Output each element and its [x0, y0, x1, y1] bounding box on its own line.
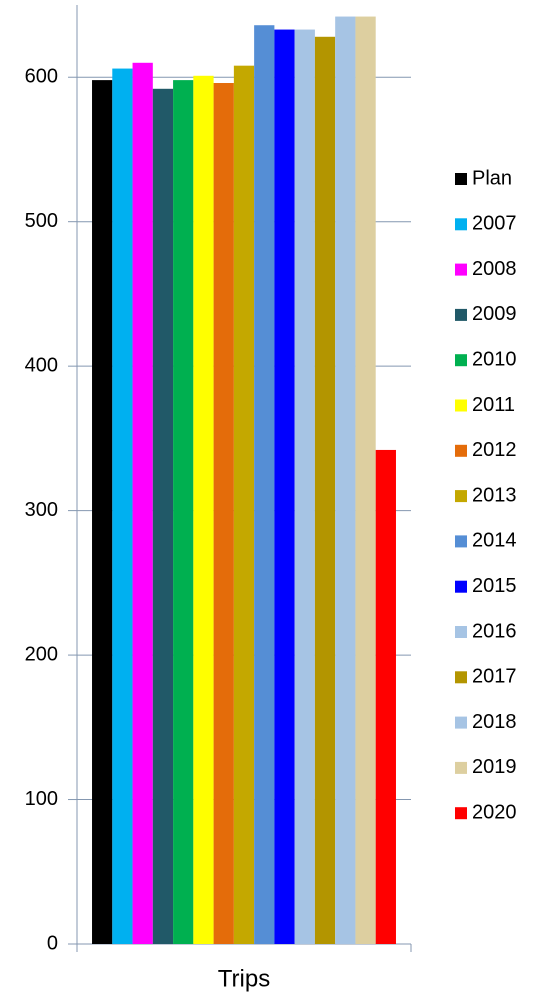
legend-label: 2009 [472, 303, 517, 325]
bar [213, 83, 234, 945]
legend-swatch [455, 580, 467, 593]
bar [254, 25, 275, 945]
legend-swatch [455, 716, 467, 729]
bar [375, 449, 396, 944]
legend-label: 2007 [472, 213, 517, 235]
legend-swatch [455, 535, 467, 548]
bar [294, 29, 315, 944]
legend-label: 2013 [472, 484, 517, 506]
legend-swatch [455, 807, 467, 820]
y-tick-label: 200 [25, 643, 58, 665]
bar [92, 80, 113, 945]
legend-swatch [455, 399, 467, 412]
bar [193, 75, 214, 945]
y-tick-label: 400 [25, 354, 58, 376]
legend-swatch [455, 218, 467, 231]
legend-label: 2020 [472, 801, 517, 823]
legend-label: Plan [472, 167, 512, 189]
bar [112, 68, 133, 944]
bar [233, 65, 255, 945]
bar [173, 80, 194, 945]
y-tick-label: 600 [25, 66, 58, 88]
bar [152, 88, 174, 944]
legend-label: 2015 [472, 575, 517, 597]
legend-label: 2017 [472, 666, 517, 688]
bar [355, 16, 376, 944]
y-tick-label: 500 [25, 210, 58, 232]
bar [314, 36, 336, 944]
y-tick-label: 300 [25, 499, 58, 521]
legend-swatch [455, 490, 467, 503]
legend-swatch [455, 173, 467, 185]
bar [132, 62, 153, 945]
legend-label: 2012 [472, 439, 517, 461]
legend-swatch [455, 671, 467, 684]
legend-label: 2018 [472, 711, 517, 733]
legend-swatch [455, 354, 467, 367]
y-tick-label: 0 [47, 932, 58, 954]
y-tick-label: 100 [25, 788, 58, 810]
legend-swatch [455, 263, 467, 276]
bar [274, 29, 295, 944]
legend-label: 2010 [472, 348, 517, 370]
legend-swatch [455, 761, 467, 774]
legend-label: 2014 [472, 530, 517, 552]
legend-label: 2008 [472, 258, 517, 280]
bar [335, 16, 356, 944]
legend-label: 2019 [472, 756, 517, 778]
legend-label: 2016 [472, 620, 517, 642]
legend-swatch [455, 626, 467, 638]
legend-label: 2011 [472, 394, 515, 416]
legend-swatch [455, 308, 467, 321]
legend-swatch [455, 444, 467, 457]
x-tick-label: Trips [218, 965, 270, 992]
